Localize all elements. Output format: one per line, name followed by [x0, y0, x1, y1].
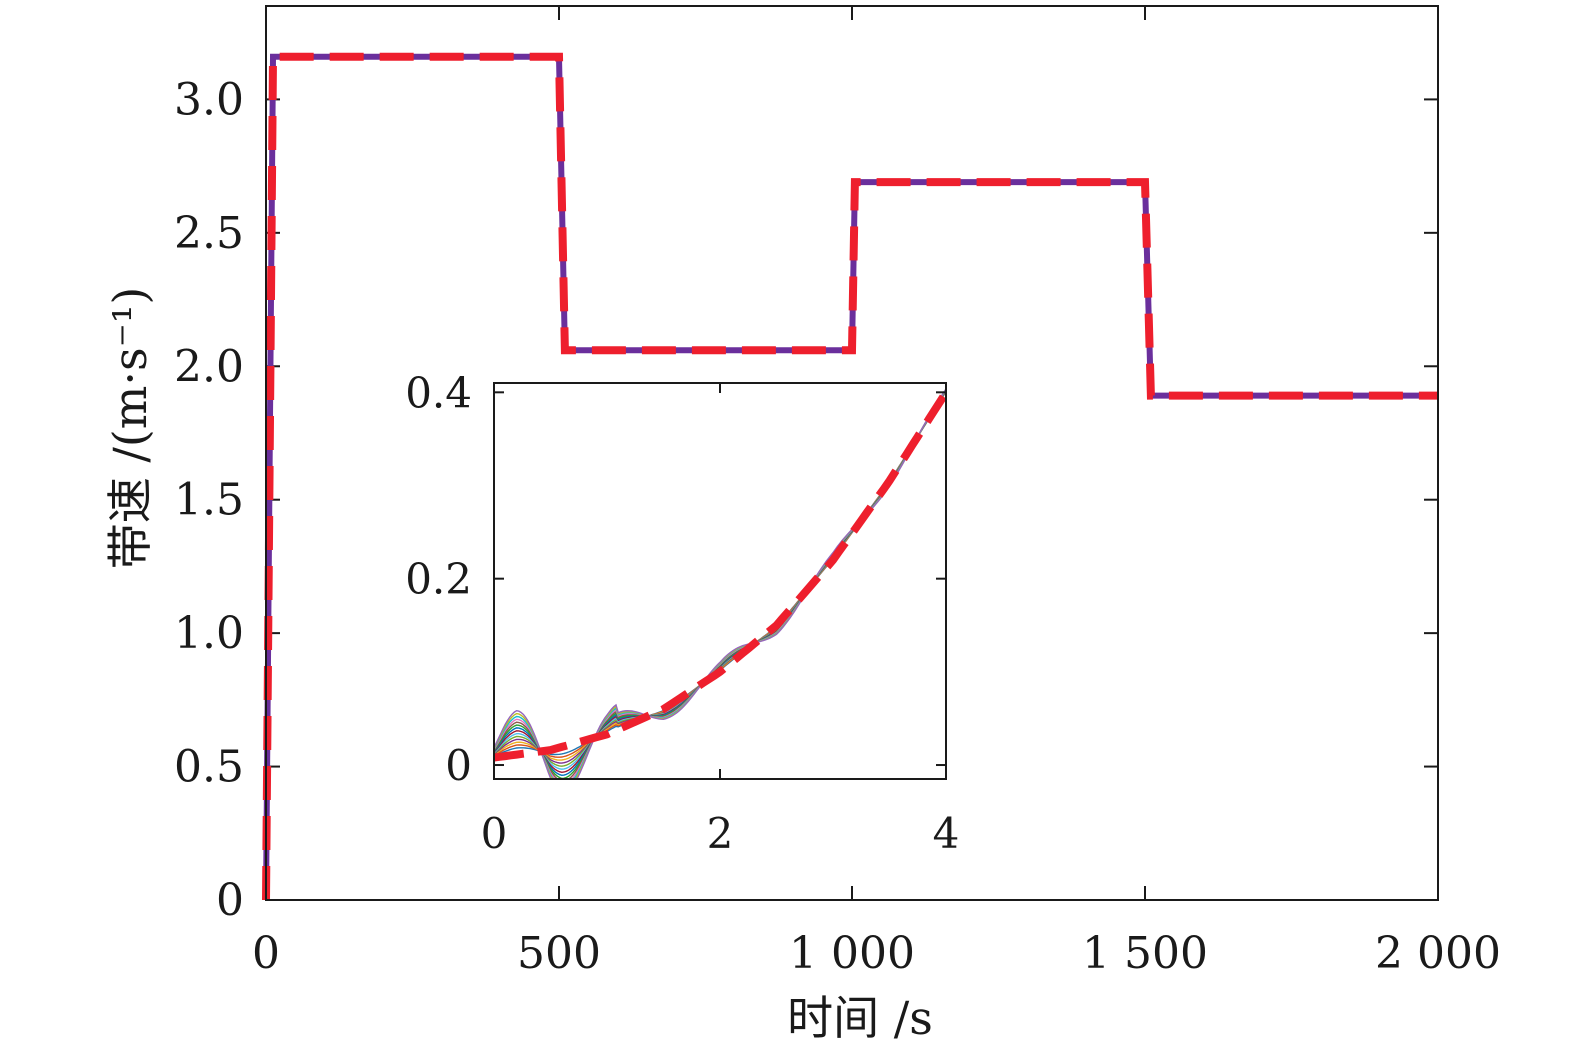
- main-y-tick-label: 1.5: [174, 475, 244, 526]
- inset-x-tick-label: 0: [481, 809, 508, 858]
- inset-axis-ticks: [493, 383, 947, 779]
- main-x-tick-label: 1 500: [1082, 928, 1208, 979]
- main-x-tick-label: 500: [517, 928, 601, 979]
- inset-y-tick-labels: 0 0.2 0.4: [405, 368, 472, 790]
- main-y-tick-label: 1.0: [174, 608, 244, 659]
- main-y-tick-label: 2.5: [174, 208, 244, 259]
- main-y-tick-labels: 0 0.5 1.0 1.5 2.0 2.5 3.0: [174, 74, 244, 926]
- reference-speed-line: [262, 52, 1438, 901]
- inset-y-tick-label: 0.2: [405, 555, 472, 604]
- inset-background: [494, 383, 946, 779]
- main-x-tick-label: 0: [252, 928, 280, 979]
- main-y-tick-label: 3.0: [174, 74, 244, 125]
- inset-x-tick-label: 4: [933, 809, 960, 858]
- main-y-tick-label: 0.5: [174, 742, 244, 793]
- x-axis-title: 时间 /s: [787, 991, 933, 1045]
- inset-x-tick-label: 2: [707, 809, 734, 858]
- main-x-tick-labels: 0 500 1 000 1 500 2 000: [252, 928, 1501, 979]
- main-y-tick-label: 0: [216, 875, 244, 926]
- main-plot-frame: [265, 5, 1439, 901]
- main-x-tick-label: 1 000: [789, 928, 915, 979]
- main-y-tick-label: 2.0: [174, 341, 244, 392]
- main-series-group: [262, 52, 1438, 901]
- inset-y-tick-label: 0: [445, 741, 472, 790]
- inset-x-tick-labels: 0 2 4: [481, 809, 960, 858]
- inset-reference-curve: [493, 390, 950, 762]
- main-x-tick-label: 2 000: [1375, 928, 1501, 979]
- y-axis-title: 带速 /(m·s⁻¹): [103, 287, 157, 570]
- inset-y-tick-label: 0.4: [405, 368, 472, 417]
- inset-plot-frame: [493, 382, 947, 780]
